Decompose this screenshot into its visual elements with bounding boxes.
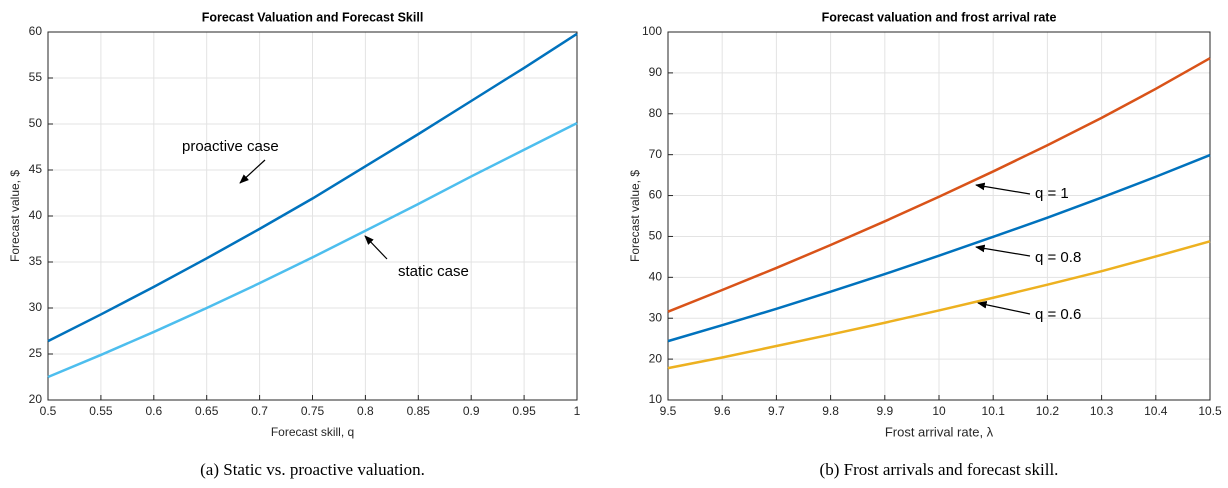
y-tick-label: 90 — [649, 65, 663, 79]
line-series — [667, 57, 1211, 313]
y-tick-label: 35 — [29, 254, 43, 268]
x-tick-label: 0.85 — [407, 404, 431, 418]
y-tick-label: 100 — [642, 24, 662, 38]
x-tick-label: 9.9 — [876, 404, 893, 418]
x-tick-label: 0.65 — [195, 404, 219, 418]
caption: (a) Static vs. proactive valuation. — [200, 460, 425, 479]
annotation-arrow — [239, 159, 266, 184]
y-tick-label: 10 — [649, 392, 663, 406]
y-tick-label: 45 — [29, 162, 43, 176]
y-tick-label: 40 — [29, 208, 43, 222]
x-tick-label: 9.8 — [822, 404, 839, 418]
y-tick-label: 50 — [649, 229, 663, 243]
y-tick-label: 60 — [649, 188, 663, 202]
plot-frame — [47, 31, 578, 401]
chart-title: Forecast Valuation and Forecast Skill — [202, 10, 424, 24]
caption: (b) Frost arrivals and forecast skill. — [820, 460, 1059, 479]
y-tick-label: 70 — [649, 147, 663, 161]
x-tick-label: 1 — [574, 404, 581, 418]
x-tick-label: 0.95 — [512, 404, 536, 418]
series-label: q = 1 — [1035, 185, 1069, 202]
annotation-arrow — [975, 182, 1031, 195]
y-tick-label: 20 — [29, 392, 43, 406]
y-tick-label: 55 — [29, 70, 43, 84]
x-tick-label: 0.55 — [89, 404, 113, 418]
y-axis-label: Forecast value, $ — [628, 170, 642, 262]
x-tick-label: 10.2 — [1036, 404, 1060, 418]
series-label: q = 0.6 — [1035, 306, 1081, 323]
line-series — [667, 153, 1211, 343]
x-tick-label: 10.3 — [1090, 404, 1114, 418]
x-tick-label: 10.5 — [1198, 404, 1222, 418]
x-tick-label: 0.9 — [463, 404, 480, 418]
line-series — [47, 121, 578, 379]
series-label: q = 0.8 — [1035, 249, 1081, 266]
y-tick-label: 25 — [29, 346, 43, 360]
x-tick-label: 10.4 — [1144, 404, 1168, 418]
x-tick-label: 10 — [932, 404, 946, 418]
x-tick-label: 0.75 — [301, 404, 325, 418]
y-axis-label: Forecast value, $ — [8, 170, 22, 262]
x-tick-label: 0.7 — [251, 404, 268, 418]
x-tick-label: 0.6 — [145, 404, 162, 418]
x-tick-label: 9.6 — [714, 404, 731, 418]
x-tick-label: 9.5 — [660, 404, 677, 418]
x-tick-label: 0.8 — [357, 404, 374, 418]
x-axis-label: Forecast skill, q — [271, 425, 354, 439]
annotation-arrow — [364, 235, 388, 260]
y-tick-label: 80 — [649, 106, 663, 120]
series-label: static case — [398, 263, 469, 280]
annotation-arrow — [977, 301, 1031, 315]
x-axis-label: Frost arrival rate, λ — [885, 424, 994, 439]
line-series — [47, 32, 578, 343]
annotation-arrow — [975, 244, 1031, 257]
y-tick-label: 50 — [29, 116, 43, 130]
x-tick-label: 9.7 — [768, 404, 785, 418]
line-series — [667, 240, 1211, 370]
series-label: proactive case — [182, 138, 279, 155]
y-tick-label: 40 — [649, 270, 663, 284]
x-tick-label: 0.5 — [40, 404, 57, 418]
chart-title: Forecast valuation and frost arrival rat… — [822, 10, 1057, 24]
y-tick-label: 30 — [649, 310, 663, 324]
x-tick-label: 10.1 — [982, 404, 1006, 418]
plot-frame — [667, 31, 1211, 401]
y-tick-label: 20 — [649, 351, 663, 365]
y-tick-label: 30 — [29, 300, 43, 314]
y-tick-label: 60 — [29, 24, 43, 38]
